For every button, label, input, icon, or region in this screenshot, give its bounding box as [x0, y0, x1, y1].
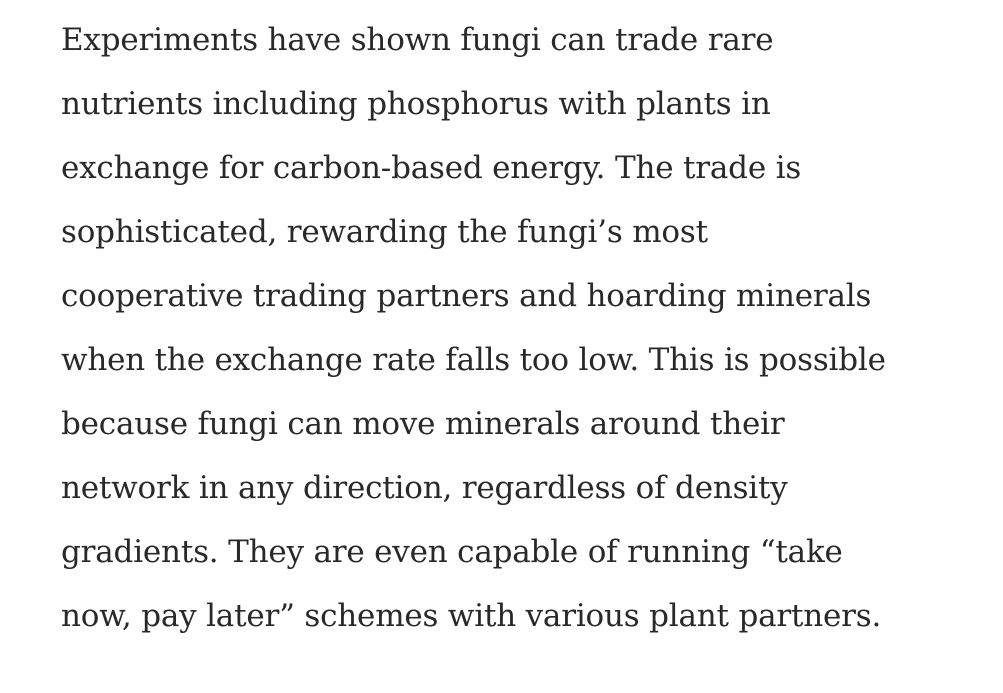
paragraph-line: cooperative trading partners and hoardin…: [61, 278, 872, 314]
paragraph-line: Experiments have shown fungi can trade r…: [61, 22, 774, 58]
paragraph-line: when the exchange rate falls too low. Th…: [61, 342, 886, 378]
paragraph-line: exchange for carbon-based energy. The tr…: [61, 150, 802, 186]
paragraph-line: nutrients including phosphorus with plan…: [61, 86, 771, 122]
article-body: Experiments have shown fungi can trade r…: [61, 0, 981, 648]
article-paragraph: Experiments have shown fungi can trade r…: [61, 0, 981, 648]
paragraph-line: gradients. They are even capable of runn…: [61, 534, 843, 570]
paragraph-line: because fungi can move minerals around t…: [61, 406, 785, 442]
paragraph-line: sophisticated, rewarding the fungi’s mos…: [61, 214, 708, 250]
paragraph-line: now, pay later” schemes with various pla…: [61, 598, 882, 634]
paragraph-line: network in any direction, regardless of …: [61, 470, 788, 506]
